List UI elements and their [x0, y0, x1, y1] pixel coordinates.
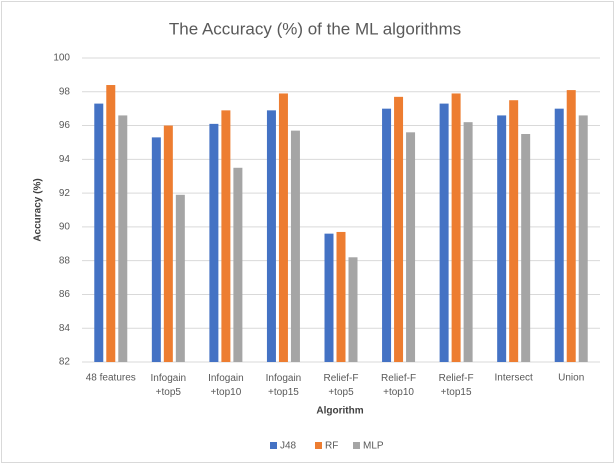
- x-tick-label: Infogain +top15: [266, 373, 302, 398]
- x-tick-label: Infogain +top10: [208, 373, 244, 398]
- x-tick-label: Relief-F +top15: [439, 373, 474, 398]
- bar: [163, 125, 173, 362]
- x-tick-label: 48 features: [86, 373, 136, 384]
- bar: [406, 132, 416, 362]
- bar: [175, 194, 185, 362]
- x-tick-label: Intersect: [494, 373, 533, 384]
- bar: [221, 110, 231, 362]
- bar: [209, 123, 219, 362]
- y-tick-label: 88: [59, 255, 71, 266]
- legend-label: J48: [280, 441, 297, 452]
- y-tick-label: 86: [59, 289, 71, 300]
- bar: [151, 137, 161, 362]
- chart-title: The Accuracy (%) of the ML algorithms: [169, 19, 461, 38]
- legend-label: MLP: [363, 441, 384, 452]
- bar: [94, 103, 104, 362]
- legend-label: RF: [325, 441, 338, 452]
- x-tick-label: Union: [558, 373, 584, 384]
- y-tick-label: 84: [59, 323, 71, 334]
- bar: [106, 85, 116, 363]
- y-tick-label: 100: [53, 53, 70, 64]
- bar: [451, 93, 461, 362]
- x-axis-title: Algorithm: [316, 406, 363, 417]
- y-tick-label: 98: [59, 86, 71, 97]
- bar: [554, 108, 564, 363]
- y-axis-title: Accuracy (%): [33, 178, 44, 241]
- y-tick-label: 94: [59, 154, 71, 165]
- bar: [382, 108, 392, 363]
- bar: [336, 231, 346, 362]
- bar: [509, 100, 519, 362]
- x-tick-label: Infogain +top5: [151, 373, 187, 398]
- legend-swatch: [270, 442, 277, 449]
- bar: [566, 90, 576, 362]
- x-tick-label: Relief-F +top10: [381, 373, 416, 398]
- bar: [233, 167, 243, 362]
- bar: [290, 130, 300, 362]
- x-tick-label: Relief-F +top5: [323, 373, 358, 398]
- bar: [348, 257, 358, 362]
- bar: [463, 122, 473, 362]
- bar: [324, 233, 334, 362]
- y-tick-label: 90: [59, 222, 71, 233]
- legend-swatch: [353, 442, 360, 449]
- y-tick-label: 82: [59, 357, 71, 368]
- y-tick-label: 92: [59, 188, 71, 199]
- bar: [578, 115, 588, 362]
- bar: [278, 93, 288, 362]
- bar: [439, 103, 449, 362]
- bar: [497, 115, 507, 362]
- bar: [521, 134, 531, 362]
- bar: [394, 96, 404, 362]
- bar: [118, 115, 128, 362]
- bar: [266, 110, 276, 362]
- y-tick-label: 96: [59, 120, 71, 131]
- legend-swatch: [315, 442, 322, 449]
